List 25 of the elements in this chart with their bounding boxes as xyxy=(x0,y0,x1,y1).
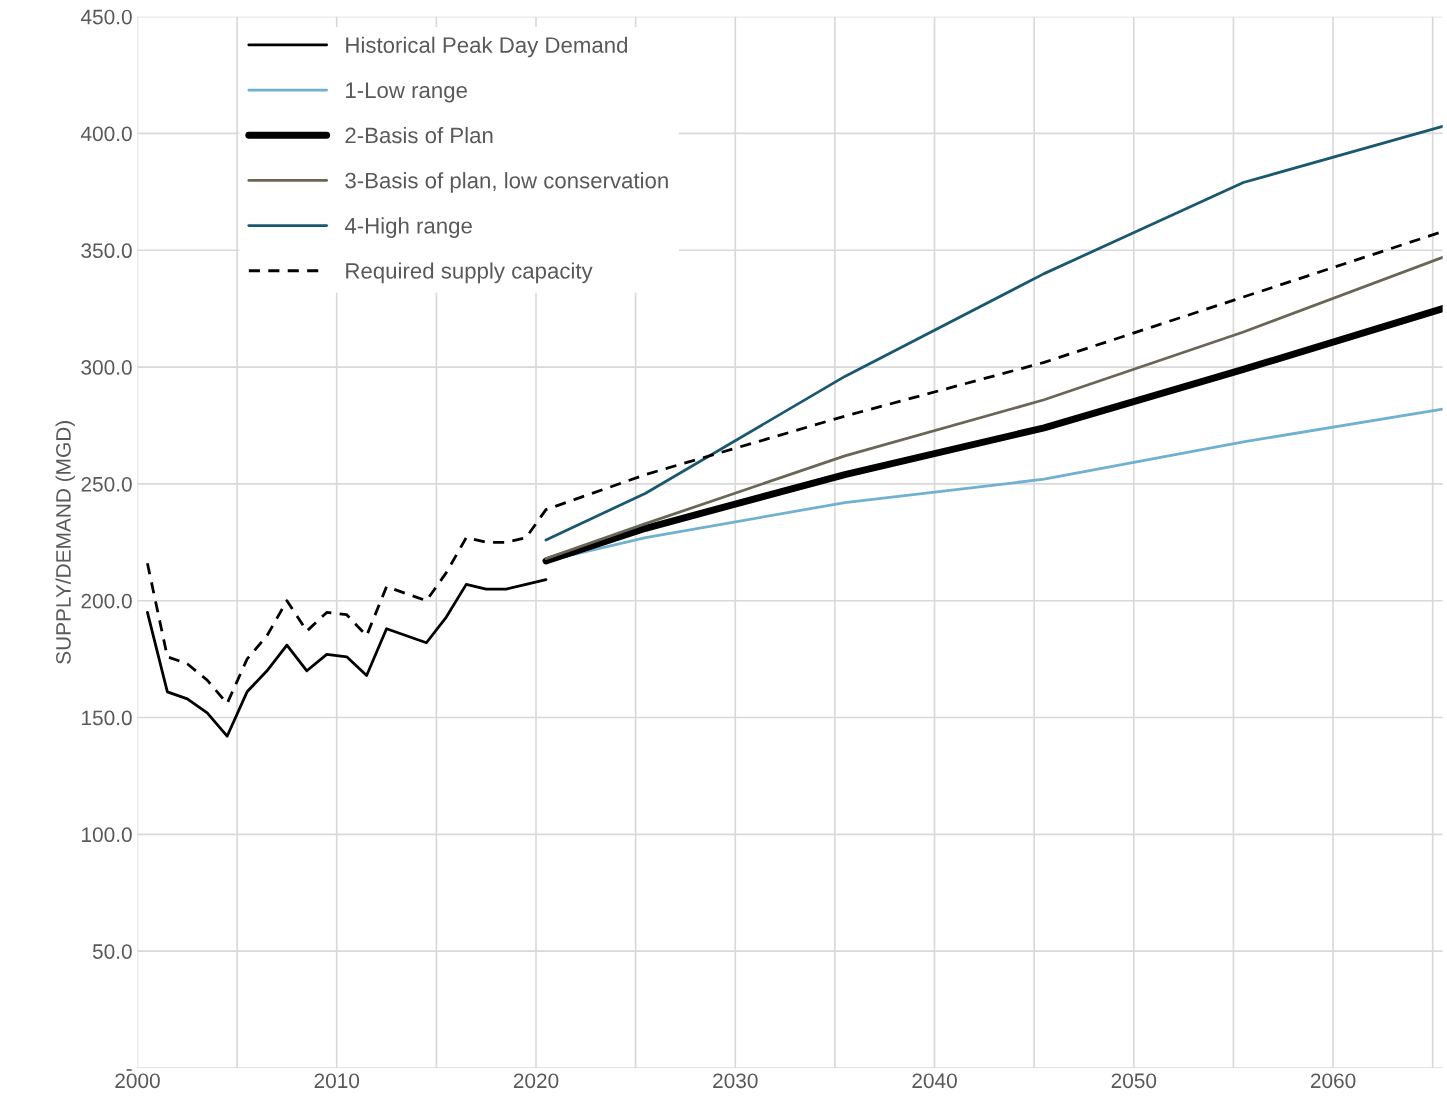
y-tick-label: - xyxy=(126,1069,132,1071)
y-tick-label: 150.0 xyxy=(82,710,132,726)
legend-label: 1-Low range xyxy=(346,82,467,103)
y-tick-label: 350.0 xyxy=(81,243,132,259)
y-tick-label: 50.0 xyxy=(92,944,132,959)
legend-label: 4-High range xyxy=(344,217,472,238)
legend-label: Historical Peak Day Demand xyxy=(346,36,628,58)
x-tick-label: 2010 xyxy=(314,1073,360,1089)
legend-label: Required supply capacity xyxy=(346,262,593,284)
y-tick-label: 250.0 xyxy=(81,476,132,492)
legend-label: 3-Basis of plan, low conservation xyxy=(345,172,668,193)
x-tick-label: 2040 xyxy=(912,1073,957,1089)
x-tick-label: 2000 xyxy=(115,1073,160,1089)
y-tick-label: 400.0 xyxy=(80,126,132,142)
x-tick-label: 2030 xyxy=(713,1073,758,1089)
y-axis-title: SUPPLY/DEMAND (MGD) xyxy=(55,421,75,664)
y-tick-label: 100.0 xyxy=(82,827,132,843)
line-series xyxy=(146,578,548,738)
y-tick-label: 300.0 xyxy=(81,360,132,375)
y-tick-label: 450.0 xyxy=(80,9,132,25)
legend-label: 2-Basis of Plan xyxy=(345,126,493,144)
x-tick-label: 2060 xyxy=(1310,1073,1356,1089)
x-tick-label: 2020 xyxy=(513,1073,559,1089)
y-tick-label: 200.0 xyxy=(81,593,132,609)
x-tick-label: 2050 xyxy=(1111,1073,1157,1089)
